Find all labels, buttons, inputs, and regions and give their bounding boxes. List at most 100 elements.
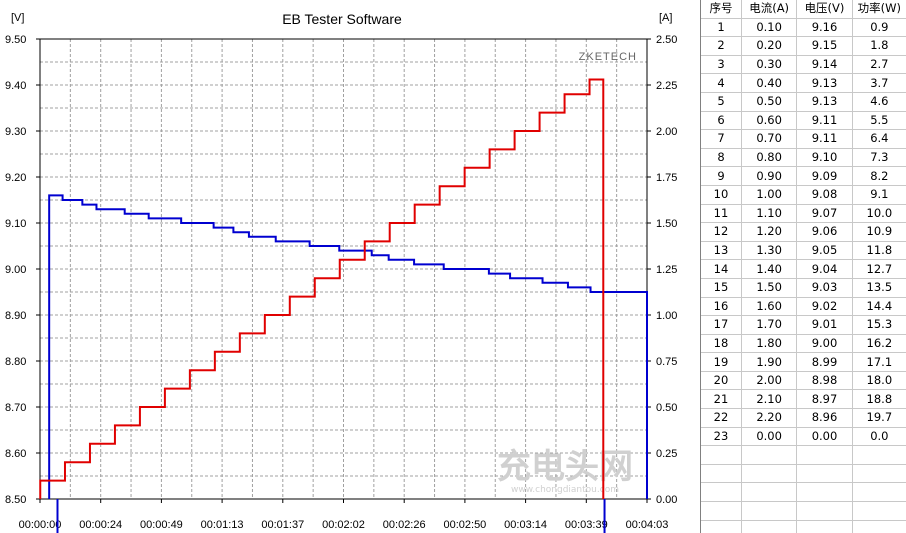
table-row[interactable]: 2 0.20 9.15 1.8 xyxy=(701,36,906,56)
table-cell: 8.2 xyxy=(852,166,906,186)
table-cell: 7 xyxy=(701,129,742,149)
table-cell: 1.20 xyxy=(741,222,798,242)
x-tick-label: 00:04:03 xyxy=(626,519,669,531)
table-row-empty xyxy=(701,501,906,521)
table-row[interactable]: 1 0.10 9.16 0.9 xyxy=(701,18,906,38)
table-cell: 23 xyxy=(701,427,742,447)
table-cell: 3 xyxy=(701,55,742,75)
table-row[interactable]: 13 1.30 9.05 11.8 xyxy=(701,241,906,261)
table-cell: 14 xyxy=(701,259,742,279)
table-cell: 2.7 xyxy=(852,55,906,75)
table-cell-empty xyxy=(852,482,906,503)
table-row[interactable]: 23 0.00 0.00 0.0 xyxy=(701,427,906,447)
table-row[interactable]: 3 0.30 9.14 2.7 xyxy=(701,55,906,75)
table-cell: 22 xyxy=(701,408,742,428)
table-cell: 11.8 xyxy=(852,241,906,261)
table-row[interactable]: 21 2.10 8.97 18.8 xyxy=(701,389,906,410)
table-row[interactable]: 20 2.00 8.98 18.0 xyxy=(701,371,906,391)
table-cell: 10 xyxy=(701,185,742,205)
table-row[interactable]: 10 1.00 9.08 9.1 xyxy=(701,185,906,205)
left-tick-label: 9.00 xyxy=(5,264,26,276)
table-row[interactable]: 18 1.80 9.00 16.2 xyxy=(701,334,906,354)
table-cell: 9.1 xyxy=(852,185,906,205)
right-tick-label: 0.50 xyxy=(656,402,677,414)
table-cell-empty xyxy=(701,482,742,503)
table-row[interactable]: 22 2.20 8.96 19.7 xyxy=(701,408,906,428)
table-cell: 15.3 xyxy=(852,315,906,335)
table-header-cell[interactable]: 序号 xyxy=(701,0,742,19)
right-tick-label: 2.50 xyxy=(656,34,677,46)
table-row[interactable]: 9 0.90 9.09 8.2 xyxy=(701,166,906,186)
table-row[interactable]: 8 0.80 9.10 7.3 xyxy=(701,148,906,168)
table-cell: 17.1 xyxy=(852,352,906,372)
table-cell: 2.10 xyxy=(741,389,798,410)
table-row[interactable]: 17 1.70 9.01 15.3 xyxy=(701,315,906,335)
table-cell-empty xyxy=(741,501,798,521)
right-tick-label: 1.50 xyxy=(656,218,677,230)
table-header-cell[interactable]: 电压(V) xyxy=(796,0,853,19)
left-tick-label: 9.30 xyxy=(5,126,26,138)
table-cell: 9.06 xyxy=(796,222,853,242)
table-row[interactable]: 19 1.90 8.99 17.1 xyxy=(701,352,906,372)
table-cell-empty xyxy=(741,445,798,465)
table-cell: 8.97 xyxy=(796,389,853,410)
table-cell-empty xyxy=(701,520,742,533)
left-tick-label: 9.40 xyxy=(5,80,26,92)
table-row[interactable]: 4 0.40 9.13 3.7 xyxy=(701,73,906,93)
watermark-url: www.chongdiantou.com xyxy=(511,485,619,495)
left-tick-label: 8.90 xyxy=(5,310,26,322)
table-row[interactable]: 16 1.60 9.02 14.4 xyxy=(701,297,906,317)
table-cell: 9.13 xyxy=(796,92,853,112)
table-cell: 9.09 xyxy=(796,166,853,186)
table-row[interactable]: 12 1.20 9.06 10.9 xyxy=(701,222,906,242)
table-cell: 21 xyxy=(701,389,742,410)
x-tick-label: 00:00:00 xyxy=(19,519,62,531)
table-cell-empty xyxy=(852,501,906,521)
table-cell: 18 xyxy=(701,334,742,354)
table-cell: 9.14 xyxy=(796,55,853,75)
right-tick-label: 2.00 xyxy=(656,126,677,138)
data-table-panel[interactable]: 序号 电流(A) 电压(V) 功率(W) 1 0.10 9.16 0.9 2 0.20 9.15 1… xyxy=(700,0,906,533)
table-cell: 1.90 xyxy=(741,352,798,372)
x-tick-label: 00:00:49 xyxy=(140,519,183,531)
table-cell: 1.50 xyxy=(741,278,798,298)
table-cell: 14.4 xyxy=(852,297,906,317)
table-row[interactable]: 11 1.10 9.07 10.0 xyxy=(701,204,906,224)
table-cell-empty xyxy=(796,445,853,465)
table-cell: 9.07 xyxy=(796,204,853,224)
table-cell: 9.13 xyxy=(796,73,853,93)
table-row[interactable]: 15 1.50 9.03 13.5 xyxy=(701,278,906,298)
table-row[interactable]: 5 0.50 9.13 4.6 xyxy=(701,92,906,112)
left-tick-label: 9.20 xyxy=(5,172,26,184)
right-tick-label: 1.25 xyxy=(656,264,677,276)
table-cell: 12 xyxy=(701,222,742,242)
table-cell: 7.3 xyxy=(852,148,906,168)
chart-panel: EB Tester Software [V] [A] ZKETECH 充电头网 www.c… xyxy=(5,11,678,533)
x-tick-label: 00:02:02 xyxy=(322,519,365,531)
left-tick-label: 8.70 xyxy=(5,402,26,414)
table-cell: 5 xyxy=(701,92,742,112)
table-cell-empty xyxy=(796,520,853,533)
table-header-cell[interactable]: 功率(W) xyxy=(852,0,906,19)
table-row[interactable]: 7 0.70 9.11 6.4 xyxy=(701,129,906,149)
table-cell: 9.11 xyxy=(796,111,853,131)
table-cell: 15 xyxy=(701,278,742,298)
table-cell: 0.80 xyxy=(741,148,798,168)
left-tick-label: 9.10 xyxy=(5,218,26,230)
table-cell: 1 xyxy=(701,18,742,38)
table-row[interactable]: 14 1.40 9.04 12.7 xyxy=(701,259,906,279)
right-tick-label: 2.25 xyxy=(656,80,677,92)
table-cell: 9.10 xyxy=(796,148,853,168)
table-cell: 6.4 xyxy=(852,129,906,149)
table-cell: 0.30 xyxy=(741,55,798,75)
table-cell-empty xyxy=(701,501,742,521)
table-row[interactable]: 6 0.60 9.11 5.5 xyxy=(701,111,906,131)
table-cell: 0.90 xyxy=(741,166,798,186)
x-tick-label: 00:03:14 xyxy=(504,519,547,531)
table-header-cell[interactable]: 电流(A) xyxy=(741,0,798,19)
table-cell: 9.16 xyxy=(796,18,853,38)
left-tick-label: 9.50 xyxy=(5,34,26,46)
table-cell: 8 xyxy=(701,148,742,168)
table-cell: 12.7 xyxy=(852,259,906,279)
table-cell: 2.00 xyxy=(741,371,798,391)
